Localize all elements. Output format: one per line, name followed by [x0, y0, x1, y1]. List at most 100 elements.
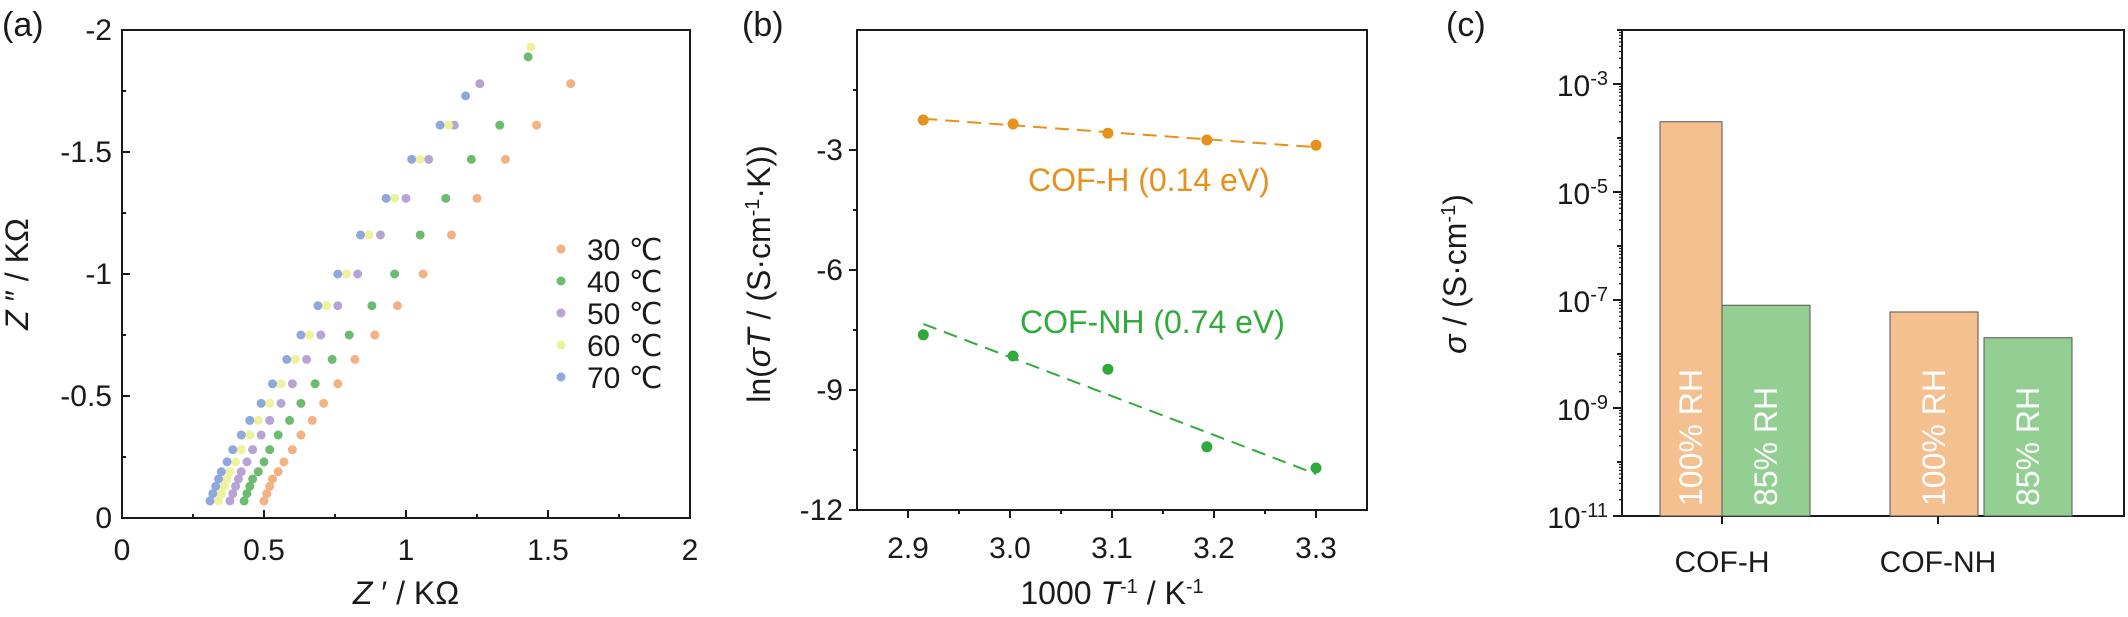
a-point-series-3 [256, 430, 266, 440]
panel-b-frame [856, 29, 1368, 511]
a-y-tick-label: -2 [85, 14, 112, 47]
a-point-series-3 [302, 354, 312, 364]
b-fit-line-series-2 [922, 323, 1317, 475]
a-point-series-5 [313, 301, 323, 311]
a-point-series-5 [216, 467, 226, 477]
a-point-series-4 [222, 474, 232, 484]
panel-c-y-ticks: 10-3 10-5 10-7 10-9 10-11 [1547, 29, 1622, 535]
a-point-series-5 [222, 457, 232, 467]
a-point-series-1 [262, 489, 272, 499]
a-point-series-2 [367, 301, 377, 311]
a-point-series-5 [333, 269, 343, 279]
a-point-series-5 [268, 379, 278, 389]
b-x-tick-label: 2.9 [887, 532, 929, 565]
panel-a-letter: (a) [2, 6, 44, 44]
a-point-series-1 [273, 467, 283, 477]
a-point-series-1 [296, 430, 306, 440]
a-point-series-4 [245, 430, 255, 440]
a-point-series-1 [418, 269, 428, 279]
a-point-series-3 [233, 474, 243, 484]
a-point-series-5 [245, 415, 255, 425]
c-bar-4 [1983, 337, 2073, 517]
a-point-series-3 [353, 269, 363, 279]
a-point-series-1 [500, 154, 510, 164]
a-point-series-1 [392, 301, 402, 311]
a-point-series-4 [214, 496, 224, 506]
a-point-series-2 [523, 52, 533, 62]
b-y-tick-label: -9 [816, 374, 843, 407]
c-y-tick-label: 10-11 [1547, 500, 1608, 535]
c-bar-label: 100% RH [1673, 369, 1709, 506]
a-point-series-3 [242, 457, 252, 467]
a-point-series-3 [475, 79, 485, 89]
a-point-series-2 [327, 354, 337, 364]
panel-b-y-axis-label: ln(σT / (S·cm-1·K)) [741, 145, 777, 403]
a-point-series-3 [316, 330, 326, 340]
a-legend-label: 30 ℃ [587, 234, 662, 267]
b-point-series-2 [917, 329, 929, 341]
panel-b-points [917, 114, 1322, 474]
a-point-series-2 [273, 430, 283, 440]
b-y-tick-label: -12 [800, 494, 843, 527]
a-point-series-3 [265, 415, 275, 425]
panel-b-x-ticks: 2.9 3.0 3.1 3.2 3.3 [887, 510, 1337, 565]
a-point-series-2 [495, 120, 505, 130]
a-point-series-4 [225, 467, 235, 477]
a-point-series-1 [472, 193, 482, 203]
a-point-series-4 [390, 193, 400, 203]
a-legend-label: 60 ℃ [587, 330, 662, 363]
a-point-series-4 [526, 42, 536, 52]
a-x-tick-label: 1.5 [527, 534, 569, 567]
c-y-tick-label: 10-7 [1557, 284, 1608, 319]
a-point-series-3 [276, 398, 286, 408]
c-y-tick-label: 10-5 [1557, 176, 1608, 211]
a-point-series-2 [390, 269, 400, 279]
panel-c-category-labels: COF-H COF-NH [1675, 516, 1996, 579]
a-y-tick-label: 0 [95, 502, 112, 535]
b-x-tick-label: 3.1 [1091, 532, 1133, 565]
a-point-series-5 [228, 445, 238, 455]
b-point-series-1 [917, 114, 929, 126]
a-point-series-2 [253, 467, 263, 477]
panel-a-x-ticks: 0 0.5 1 1.5 2 [114, 510, 698, 567]
a-point-series-4 [276, 379, 286, 389]
a-point-series-3 [424, 154, 434, 164]
a-point-series-1 [319, 398, 329, 408]
a-point-series-2 [248, 474, 258, 484]
a-point-series-1 [446, 230, 456, 240]
a-point-series-2 [296, 398, 306, 408]
panel-b-cofnh-annotation: COF-NH (0.74 eV) [1020, 304, 1285, 340]
panel-b-y-ticks: -3 -6 -9 -12 [800, 89, 857, 527]
a-point-series-2 [265, 445, 275, 455]
b-point-series-2 [1201, 441, 1213, 453]
a-point-series-2 [441, 193, 451, 203]
a-point-series-5 [256, 398, 266, 408]
a-point-series-5 [296, 330, 306, 340]
a-point-series-5 [407, 154, 417, 164]
a-point-series-3 [287, 379, 297, 389]
panel-b-cofh-annotation: COF-H (0.14 eV) [1028, 162, 1270, 198]
panel-c-letter: (c) [1446, 6, 1486, 44]
a-legend-label: 40 ℃ [587, 266, 662, 299]
b-point-series-1 [1201, 134, 1213, 146]
panel-a-y-ticks: 0 -0.5 -1 -1.5 -2 [60, 14, 130, 535]
a-point-series-2 [245, 481, 255, 491]
a-point-series-5 [208, 489, 218, 499]
a-point-series-1 [333, 379, 343, 389]
a-point-series-1 [259, 496, 269, 506]
a-point-series-5 [214, 474, 224, 484]
a-y-tick-label: -1.5 [60, 136, 112, 169]
c-bar-3 [1889, 311, 1979, 517]
c-y-tick-label: 10-9 [1557, 392, 1608, 427]
a-x-tick-label: 1 [398, 534, 415, 567]
a-point-series-2 [310, 379, 320, 389]
a-point-series-4 [236, 445, 246, 455]
c-bar-label: 85% RH [2010, 387, 2046, 506]
a-point-series-3 [236, 467, 246, 477]
a-point-series-3 [401, 193, 411, 203]
a-point-series-5 [461, 91, 471, 101]
panel-a-nyquist: (a) 0 0.5 1 1.5 2 0 -0.5 -1 -1.5 -2 30 ℃40 ℃50 ℃… [0, 6, 698, 611]
b-point-series-2 [1007, 350, 1019, 362]
a-point-series-2 [466, 154, 476, 164]
